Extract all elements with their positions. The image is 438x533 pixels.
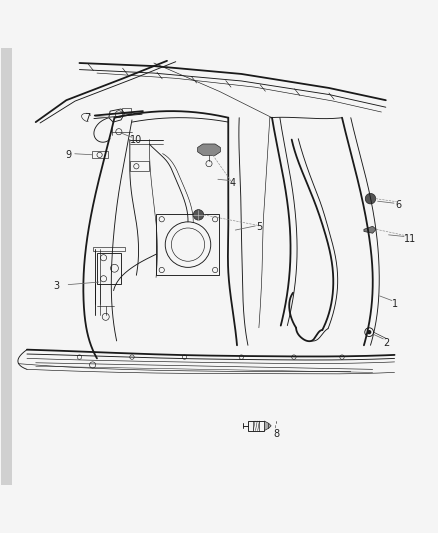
Text: 11: 11 — [403, 235, 415, 244]
Circle shape — [193, 209, 203, 220]
Text: 1: 1 — [391, 298, 397, 309]
Text: 2: 2 — [383, 338, 389, 348]
Text: 7: 7 — [84, 112, 90, 123]
Polygon shape — [1, 47, 12, 486]
Text: 9: 9 — [65, 150, 71, 160]
Text: 4: 4 — [229, 179, 235, 188]
Text: 3: 3 — [53, 281, 60, 291]
Polygon shape — [264, 421, 271, 431]
Circle shape — [366, 330, 371, 334]
Text: 8: 8 — [273, 429, 279, 439]
Circle shape — [364, 193, 375, 204]
Text: 5: 5 — [255, 222, 261, 232]
Text: 10: 10 — [130, 135, 142, 144]
Text: 6: 6 — [395, 200, 401, 210]
Polygon shape — [363, 226, 375, 233]
Polygon shape — [197, 144, 220, 155]
